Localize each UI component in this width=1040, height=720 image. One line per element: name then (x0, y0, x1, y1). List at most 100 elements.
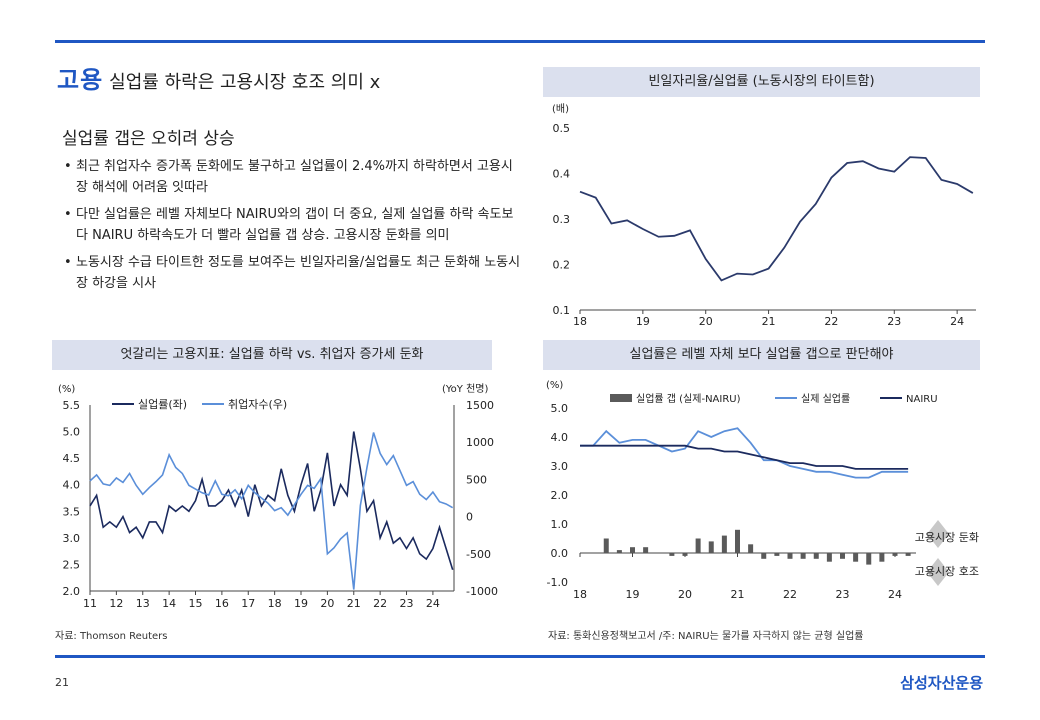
left-y-tick-label: 5.5 (63, 399, 81, 412)
vacancy-chart-title: 빈일자리율/실업률 (노동시장의 타이트함) (543, 67, 980, 97)
gap-bar (669, 553, 675, 556)
right-y-tick-label: 0 (466, 511, 473, 524)
x-tick-label: 18 (573, 588, 587, 601)
section-heading: 실업률 갭은 오히려 상승 (62, 129, 235, 149)
x-tick-label: 19 (626, 588, 640, 601)
gap-chart-title: 실업률은 레벨 자체 보다 실업률 갭으로 판단해야 (543, 340, 980, 370)
y-tick-label: 2.0 (551, 489, 569, 502)
y-tick-label: -1.0 (547, 576, 568, 589)
gap-bar (892, 553, 898, 556)
y-tick-label: 3.0 (551, 460, 569, 473)
gap-bar (682, 553, 688, 556)
gap-bar (735, 529, 740, 553)
legend-label: 실제 실업률 (801, 392, 850, 405)
gap-bar (840, 553, 845, 559)
x-tick-label: 22 (373, 597, 387, 610)
legend-label: 실업률 갭 (실제-NAIRU) (636, 392, 741, 405)
y-tick-label: 4.0 (551, 431, 569, 444)
bullet-item: 노동시장 수급 타이트한 정도를 보여주는 빈일자리율/실업률도 최근 둔화해 … (62, 252, 522, 294)
gap-bar (879, 553, 885, 562)
left-axis-unit: (%) (58, 384, 75, 395)
unemployment-gap-chart: (%) 실업률 갭 (실제-NAIRU) 실제 실업률 NAIRU -1.0 0.0 1… (546, 380, 979, 601)
actual-unemployment-line (580, 427, 909, 479)
title-text: 실업률 하락은 고용시장 호조 의미 x (109, 72, 381, 93)
up-arrow-shape (927, 520, 949, 548)
annotation-strong: 고용시장 호조 (915, 565, 979, 578)
y-tick-label: 0.4 (553, 168, 571, 181)
x-tick-label: 23 (887, 315, 901, 328)
unemployment-chart-title: 엇갈리는 고용지표: 실업률 하락 vs. 취업자 증가세 둔화 (52, 340, 492, 370)
legend-label: 실업률(좌) (138, 398, 187, 411)
title-accent: 고용 (57, 66, 104, 94)
x-tick-label: 24 (426, 597, 440, 610)
x-tick-label: 19 (294, 597, 308, 610)
legend-label: NAIRU (906, 394, 938, 405)
x-tick-label: 22 (824, 315, 838, 328)
gap-bar (708, 541, 714, 553)
x-tick-label: 23 (400, 597, 414, 610)
right-y-tick-label: 1000 (466, 436, 494, 449)
right-y-tick-label: -500 (466, 548, 491, 561)
x-tick-label: 17 (241, 597, 255, 610)
gap-bar (748, 544, 754, 553)
x-tick-label: 22 (783, 588, 797, 601)
gap-bar (853, 553, 859, 562)
x-tick-label: 21 (347, 597, 361, 610)
gap-bar (774, 553, 780, 556)
gap-bar (630, 547, 635, 553)
annotation-slowdown: 고용시장 둔화 (915, 531, 979, 544)
right-axis-unit: (YoY 천명) (442, 383, 488, 395)
x-tick-label: 11 (83, 597, 97, 610)
page-number: 21 (55, 676, 69, 689)
x-tick-label: 16 (215, 597, 229, 610)
gap-bar (787, 553, 793, 559)
gap-bar (905, 553, 911, 556)
x-tick-label: 21 (762, 315, 776, 328)
x-tick-label: 12 (109, 597, 123, 610)
gap-bar (800, 553, 806, 559)
vacancy-ratio-chart: (배) 0.1 0.2 0.3 0.4 0.5 18 19 20 21 22 23 24 (552, 103, 976, 328)
bottom-rule (55, 655, 985, 658)
legend-label: 취업자수(우) (228, 398, 287, 411)
x-tick-label: 21 (731, 588, 745, 601)
x-tick-label: 19 (636, 315, 650, 328)
left-y-tick-label: 4.5 (63, 452, 81, 465)
gap-bar (826, 553, 832, 562)
x-tick-label: 20 (678, 588, 692, 601)
unemployment-rate-line (89, 431, 454, 570)
x-tick-label: 13 (136, 597, 150, 610)
x-tick-label: 24 (888, 588, 902, 601)
gap-bar (603, 538, 609, 553)
y-tick-label: 0.1 (553, 304, 571, 317)
y-axis-unit: (%) (546, 380, 563, 391)
gap-bar (761, 553, 767, 559)
x-tick-label: 18 (268, 597, 282, 610)
vacancy-ratio-line (579, 156, 974, 282)
unemployment-employment-chart: (%) (YoY 천명) 실업률(좌) 취업자수(우) 2.0 2.5 3.0 3.5 4… (58, 383, 498, 610)
right-y-tick-label: 1500 (466, 399, 494, 412)
x-tick-label: 20 (699, 315, 713, 328)
left-y-tick-label: 5.0 (63, 426, 81, 439)
slide-title: 고용 실업률 하락은 고용시장 호조 의미 x (57, 60, 380, 95)
legend-swatch (610, 394, 632, 402)
gap-bar (721, 535, 727, 553)
down-arrow-shape (927, 558, 949, 586)
gap-bar (866, 553, 872, 565)
x-tick-label: 18 (573, 315, 587, 328)
x-tick-label: 20 (320, 597, 334, 610)
gap-bar (616, 550, 622, 553)
left-y-tick-label: 2.0 (63, 585, 81, 598)
x-tick-label: 24 (950, 315, 964, 328)
gap-bar (813, 553, 819, 559)
brand-logo-text: 삼성자산운용 (900, 674, 983, 692)
right-source-note: 자료: 통화신용정책보고서 /주: NAIRU는 물가를 자극하지 않는 균형 … (548, 631, 864, 642)
y-tick-label: 5.0 (551, 402, 569, 415)
left-y-tick-label: 3.0 (63, 532, 81, 545)
employment-change-line (89, 432, 454, 590)
x-tick-label: 15 (189, 597, 203, 610)
top-rule (55, 40, 985, 43)
bullet-list: 최근 취업자수 증가폭 둔화에도 불구하고 실업률이 2.4%까지 하락하면서 … (62, 156, 522, 300)
y-tick-label: 1.0 (551, 518, 569, 531)
bullet-item: 다만 실업률은 레벨 자체보다 NAIRU와의 갭이 더 중요, 실제 실업률 … (62, 204, 522, 246)
right-y-tick-label: -1000 (466, 585, 498, 598)
